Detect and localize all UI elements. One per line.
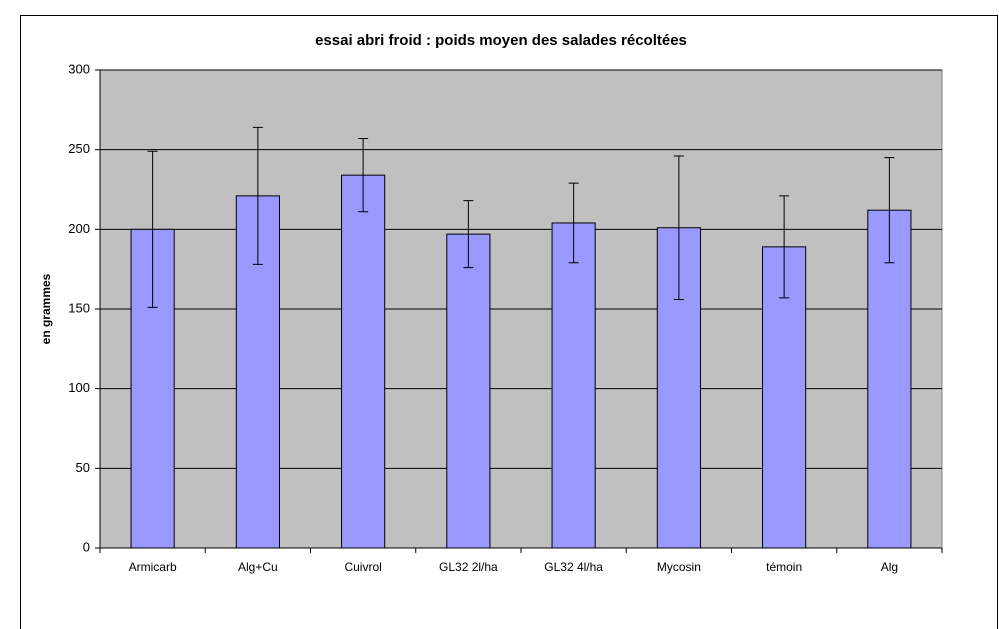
error-bar xyxy=(358,138,369,213)
error-bar xyxy=(147,150,158,308)
y-tick-label: 0 xyxy=(83,539,90,554)
y-tick-label: 50 xyxy=(76,460,90,475)
chart-title: essai abri froid : poids moyen des salad… xyxy=(315,32,687,49)
x-tick-label: Armicarb xyxy=(129,560,177,574)
error-bar xyxy=(779,195,790,299)
error-bar xyxy=(673,155,684,300)
y-tick-label: 150 xyxy=(68,300,90,315)
y-tick-label: 200 xyxy=(68,221,90,236)
y-tick-label: 300 xyxy=(68,61,90,76)
y-tick-label: 100 xyxy=(68,380,90,395)
error-bar xyxy=(252,126,263,265)
y-axis-label: en grammes xyxy=(39,273,53,344)
error-bar xyxy=(463,200,474,269)
x-tick-label: GL32 4l/ha xyxy=(544,560,603,574)
x-tick-label: GL32 2l/ha xyxy=(439,560,498,574)
x-tick-label: Mycosin xyxy=(657,560,701,574)
x-tick-label: témoin xyxy=(766,560,802,574)
bar xyxy=(446,233,491,549)
x-tick-label: Alg xyxy=(881,560,898,574)
x-tick-label: Cuivrol xyxy=(344,560,381,574)
error-bar xyxy=(884,157,895,264)
bar xyxy=(551,222,596,549)
y-tick-label: 250 xyxy=(68,141,90,156)
x-tick-label: Alg+Cu xyxy=(238,560,278,574)
error-bar xyxy=(568,182,579,264)
bar xyxy=(867,209,912,549)
bar xyxy=(341,174,386,549)
